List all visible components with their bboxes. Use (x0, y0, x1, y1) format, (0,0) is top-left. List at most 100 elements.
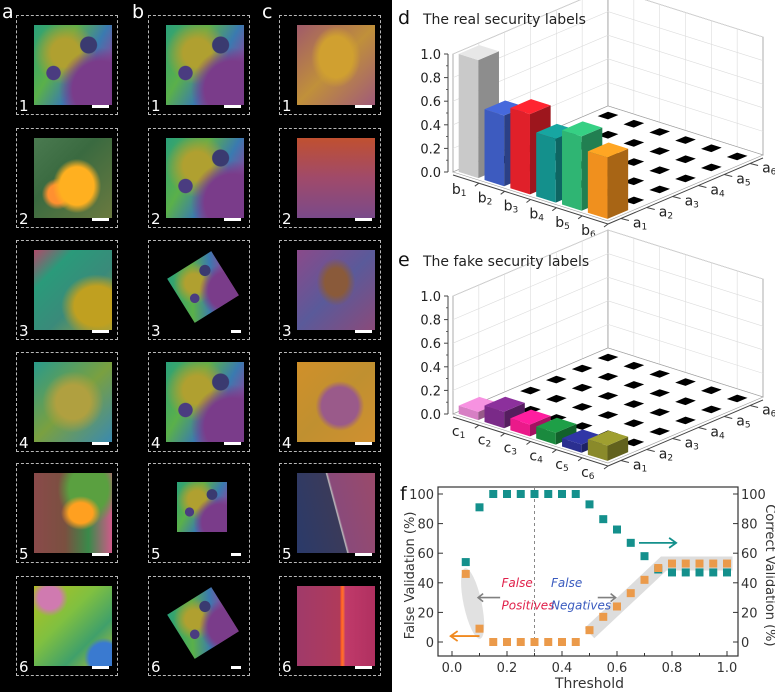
floor-marker (597, 372, 619, 381)
col-tick-label: a5 (736, 172, 750, 189)
y-tick-label: 0 (426, 636, 434, 651)
data-point-false (668, 559, 676, 568)
y-right-tick-label: 100 (741, 488, 766, 503)
micrograph-tile-b6: 6 (148, 576, 250, 676)
column-label-a: a (2, 1, 14, 23)
x-tick-label: 0.4 (552, 661, 573, 676)
floor-marker (675, 136, 696, 144)
col-axis (607, 399, 764, 467)
tile-number: 3 (19, 322, 29, 340)
row-tick (552, 207, 557, 212)
bar-c5 (562, 438, 582, 453)
floor-marker (649, 370, 670, 378)
scale-bar (355, 442, 372, 445)
data-point-correct (626, 538, 635, 547)
floor-marker (623, 361, 645, 370)
data-point-false (571, 638, 580, 646)
false-positives-label-line1: False (502, 576, 533, 590)
micrograph-tile-a5: 5 (16, 463, 118, 563)
floor-marker (597, 111, 619, 120)
row-tick-label: c2 (478, 432, 491, 449)
col-tick (620, 218, 630, 221)
data-point-false (709, 559, 718, 568)
floor-marker (649, 185, 670, 194)
data-point-correct (613, 525, 621, 534)
data-point-correct (558, 490, 566, 498)
y-tick-label: 80 (417, 518, 434, 533)
col-tick-label: a1 (633, 216, 647, 233)
tile-number: 6 (151, 658, 161, 676)
col-tick-label: a2 (659, 447, 673, 464)
floor-marker (649, 389, 670, 397)
bar-top-face (562, 429, 603, 445)
micrograph-tile-b2: 2 (148, 128, 250, 228)
micrograph-image (34, 250, 112, 330)
micrograph-image (34, 138, 112, 218)
row-tick-label: c6 (581, 465, 595, 482)
data-point-correct (599, 515, 608, 524)
row-tick-label: c4 (529, 449, 543, 466)
false-negatives-label-line1: False (551, 576, 582, 590)
floor-marker (701, 405, 722, 414)
tile-number: 4 (19, 434, 29, 452)
floor-marker (571, 403, 593, 411)
data-point-correct (585, 500, 594, 509)
data-point-false (613, 602, 621, 611)
floor-marker (623, 419, 645, 428)
bar-top-face (458, 45, 499, 61)
bar-b1 (458, 53, 479, 179)
scale-bar (92, 553, 109, 556)
micrograph-image (166, 25, 244, 105)
scale-bar (224, 105, 241, 108)
row-tick (577, 215, 583, 220)
micrograph-image (297, 138, 375, 218)
bar-side-face (555, 423, 577, 445)
bar-top-face (587, 430, 629, 446)
col-tick (749, 405, 759, 408)
floor-marker (597, 353, 619, 362)
micrograph-tile-c3: 3 (279, 240, 381, 340)
data-point-correct (489, 490, 498, 498)
x-tick-label: 0.0 (442, 661, 463, 676)
floor-marker (623, 438, 645, 447)
data-point-correct (709, 568, 718, 577)
data-point-false (599, 612, 608, 621)
x-tick-label: 0.8 (662, 661, 683, 676)
right-axis-arrow (639, 537, 678, 549)
false-negatives-arrow (597, 592, 617, 603)
floor-marker (675, 174, 696, 183)
tile-number: 2 (151, 210, 161, 228)
data-point-correct (668, 568, 676, 577)
scale-bar (355, 218, 372, 221)
scale-bar (355, 330, 372, 333)
floor-marker (597, 130, 619, 139)
scale-bar (224, 218, 241, 221)
row-tick (526, 199, 531, 203)
bar-top-face (587, 142, 629, 158)
col-tick (749, 163, 759, 166)
micrograph-tile-a6: 6 (16, 576, 118, 676)
micrograph-tile-a1: 1 (16, 15, 118, 115)
tile-number: 3 (151, 322, 161, 340)
micrograph-image (297, 586, 375, 666)
data-point-false (558, 638, 566, 646)
false-positives-arrow (476, 592, 501, 603)
bar-side-face (607, 436, 629, 461)
z-tick-label: 0.2 (420, 142, 441, 157)
floor-marker (546, 414, 567, 422)
micrograph-tile-a4: 4 (16, 352, 118, 452)
data-point-correct (530, 490, 539, 498)
data-point-correct (571, 490, 580, 498)
col-axis (607, 157, 764, 225)
floor-marker (649, 166, 670, 175)
tile-number: 6 (282, 658, 292, 676)
z-tick-label: 1.0 (420, 290, 441, 305)
chart-title: The fake security labels (422, 254, 589, 270)
tile-number: 1 (19, 97, 29, 115)
row-tick-label: c1 (452, 424, 465, 441)
grid-line (452, 300, 764, 368)
bar-c1 (458, 405, 479, 421)
bar-b5 (562, 130, 582, 211)
micrograph-image (34, 473, 112, 553)
row-tick (474, 182, 480, 187)
